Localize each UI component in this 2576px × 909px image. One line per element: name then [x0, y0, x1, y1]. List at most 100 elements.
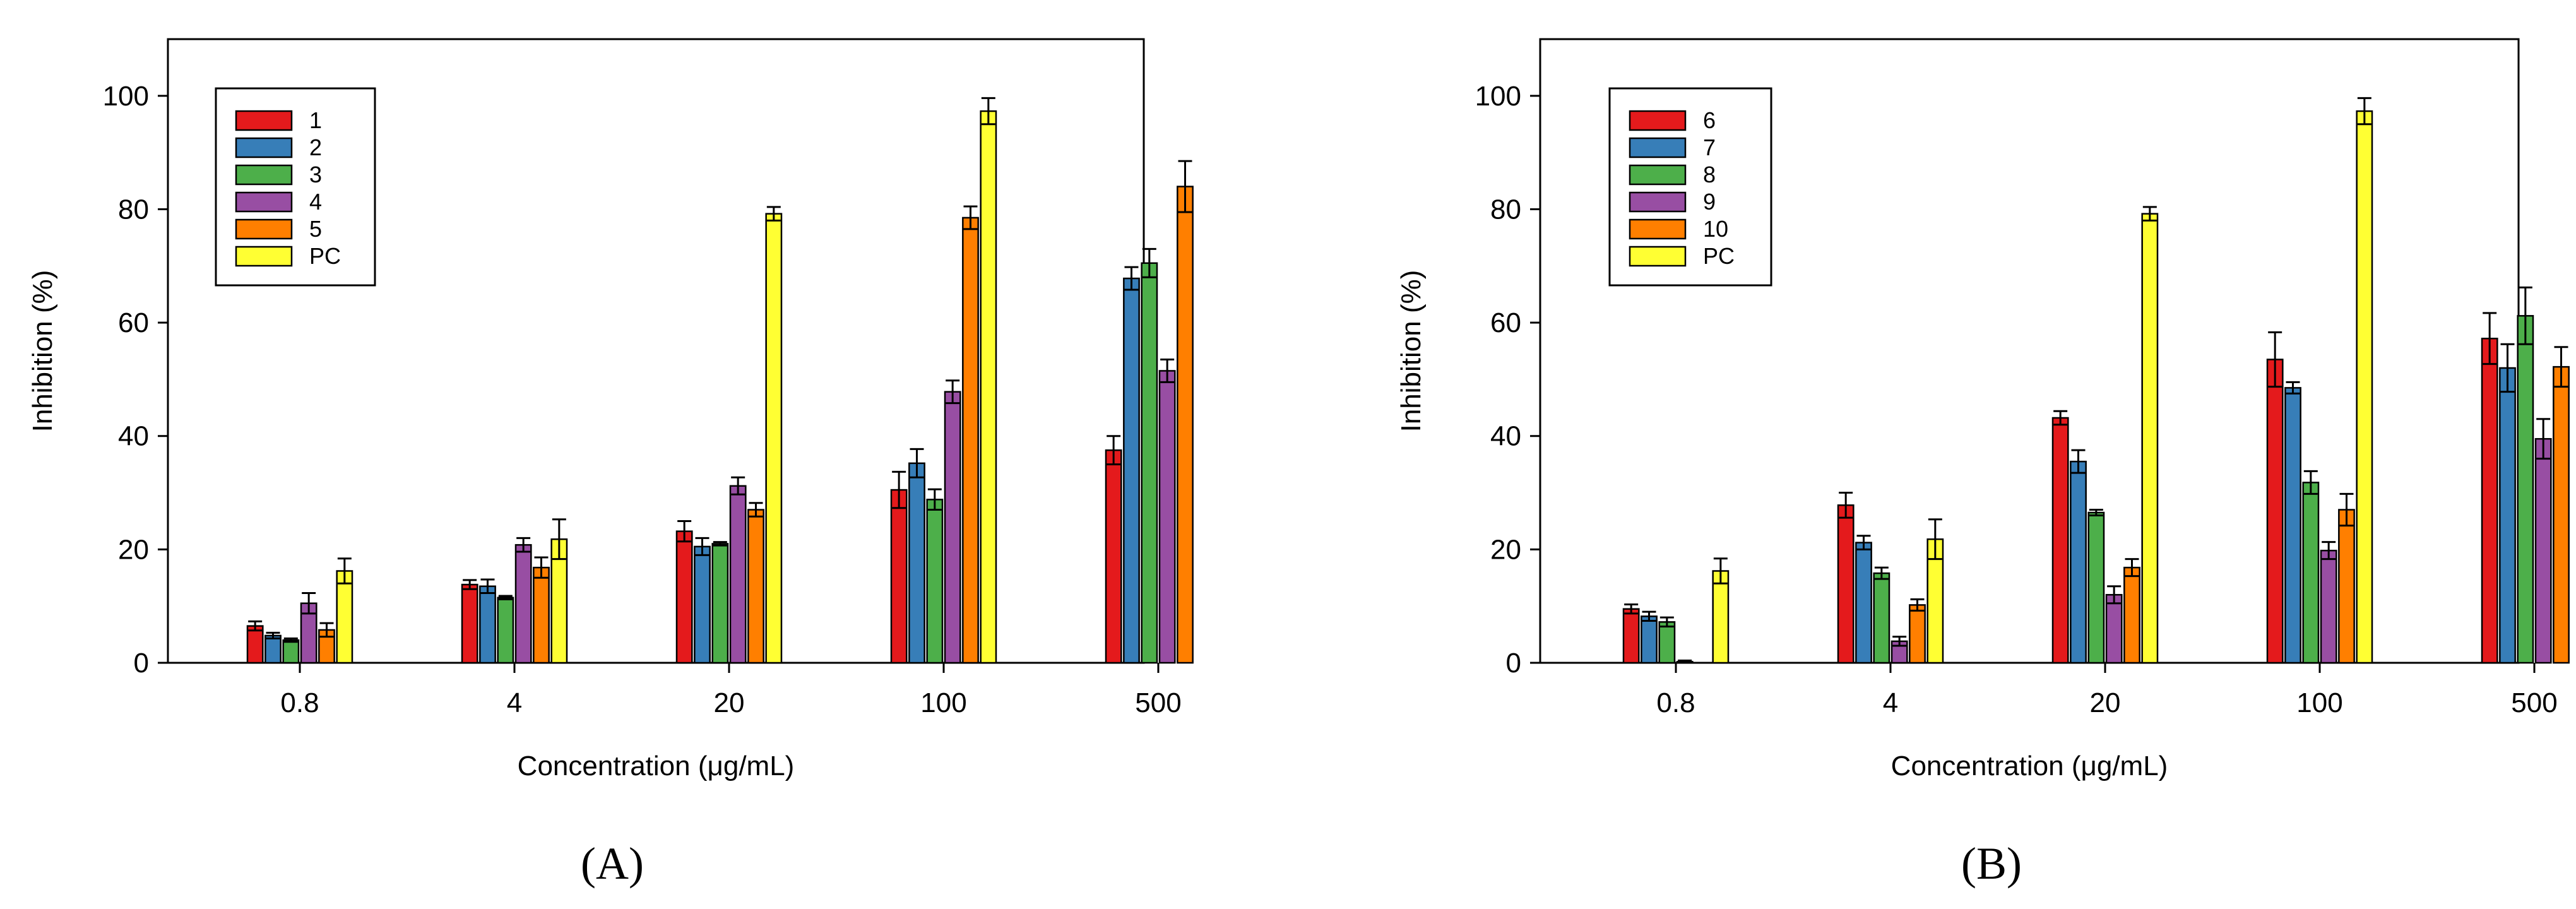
x-tick-label: 20 — [2090, 687, 2121, 718]
bar-series-2-500 — [1123, 277, 1140, 664]
y-tick-label: 80 — [118, 194, 149, 225]
legend-label: 4 — [309, 189, 322, 215]
bar-series-8-20 — [2087, 511, 2105, 664]
x-tick-label: 4 — [1883, 687, 1898, 718]
bar-series-6-500 — [2481, 337, 2498, 664]
x-axis-label: Concentration (μg/mL) — [518, 751, 795, 781]
bar-series-7-0.8 — [1641, 615, 1658, 664]
bar-series-5-4 — [533, 566, 550, 664]
bar-series-8-100 — [2302, 482, 2320, 664]
bar-series-1-4 — [461, 583, 478, 664]
bar-series-7-100 — [2284, 387, 2301, 664]
panel-label: (A) — [581, 838, 644, 889]
bar-series-2-20 — [694, 545, 711, 664]
bar-series-9-20 — [2105, 593, 2123, 664]
bar-series-6-0.8 — [1622, 608, 1640, 664]
legend-label: 6 — [1703, 107, 1716, 133]
bar-series-pc-100 — [2356, 110, 2373, 664]
legend-swatch-pc — [1629, 246, 1687, 267]
bar-series-1-500 — [1105, 449, 1122, 664]
bar-series-6-4 — [1837, 504, 1855, 664]
x-tick-label: 100 — [920, 687, 966, 718]
legend-label: 1 — [309, 107, 322, 133]
legend-swatch-8 — [1629, 164, 1687, 186]
bar-series-pc-0.8 — [336, 570, 353, 664]
legend-swatch-6 — [1629, 110, 1687, 131]
bar-series-3-4 — [497, 597, 514, 664]
bar-series-3-0.8 — [282, 639, 300, 664]
y-tick-label: 100 — [103, 81, 149, 112]
legend-label: PC — [1703, 243, 1735, 269]
y-axis-label: Inhibition (%) — [1396, 270, 1427, 432]
legend-label: 10 — [1703, 216, 1728, 242]
legend-swatch-2 — [235, 137, 293, 158]
panel-label: (B) — [1961, 838, 2022, 889]
legend-label: 7 — [1703, 134, 1716, 160]
legend-label: 5 — [309, 216, 322, 242]
legend-swatch-3 — [235, 164, 293, 186]
x-axis-label: Concentration (μg/mL) — [1891, 751, 2168, 781]
y-tick-label: 40 — [1490, 421, 1521, 452]
x-tick-label: 0.8 — [1656, 687, 1695, 718]
bar-series-2-0.8 — [264, 634, 282, 664]
bar-series-7-500 — [2499, 367, 2516, 664]
legend-label: PC — [309, 243, 341, 269]
legend-swatch-1 — [235, 110, 293, 131]
legend-label: 9 — [1703, 189, 1716, 215]
x-tick-label: 20 — [714, 687, 745, 718]
bar-series-pc-0.8 — [1712, 570, 1730, 664]
bar-series-9-500 — [2534, 437, 2552, 664]
bar-series-5-20 — [747, 509, 764, 664]
bar-series-7-20 — [2070, 460, 2087, 664]
bar-series-10-4 — [1909, 604, 1926, 664]
y-tick-label: 80 — [1490, 194, 1521, 225]
bar-series-1-0.8 — [246, 625, 264, 664]
legend-label: 2 — [309, 134, 322, 160]
legend-swatch-5 — [235, 218, 293, 240]
x-tick-label: 500 — [2511, 687, 2557, 718]
y-tick-label: 0 — [1506, 648, 1521, 679]
bar-series-1-100 — [890, 489, 908, 664]
y-tick-label: 20 — [118, 534, 149, 565]
bar-series-7-4 — [1855, 542, 1872, 664]
bar-series-6-20 — [2051, 417, 2069, 664]
y-tick-label: 40 — [118, 421, 149, 452]
x-tick-label: 500 — [1135, 687, 1181, 718]
y-tick-label: 100 — [1475, 81, 1521, 112]
bar-series-4-500 — [1158, 370, 1176, 664]
legend-swatch-pc — [235, 246, 293, 267]
bar-series-6-100 — [2266, 359, 2284, 664]
y-tick-label: 20 — [1490, 534, 1521, 565]
bar-series-3-500 — [1141, 262, 1158, 664]
x-tick-label: 4 — [507, 687, 522, 718]
legend-label: 8 — [1703, 162, 1716, 187]
bar-series-9-100 — [2320, 549, 2337, 664]
y-tick-label: 0 — [134, 648, 149, 679]
bar-series-4-100 — [944, 391, 961, 664]
x-tick-label: 100 — [2296, 687, 2342, 718]
bar-series-8-500 — [2517, 315, 2534, 664]
bar-series-3-20 — [711, 543, 729, 664]
chart-panel-a: 0 20 40 60 80 100 Inhibition (%) 0.8 4 20 100 500 Co… — [27, 38, 1194, 889]
bar-series-1-20 — [675, 530, 693, 664]
bar-series-10-100 — [2338, 509, 2355, 664]
x-tick-label: 0.8 — [280, 687, 319, 718]
legend-swatch-7 — [1629, 137, 1687, 158]
y-tick-label: 60 — [118, 307, 149, 338]
y-tick-label: 60 — [1490, 307, 1521, 338]
bar-series-4-4 — [514, 544, 532, 664]
bar-series-8-0.8 — [1658, 621, 1676, 664]
legend-swatch-4 — [235, 191, 293, 213]
bar-series-10-500 — [2553, 365, 2570, 664]
bar-series-3-100 — [926, 499, 944, 664]
bar-series-pc-20 — [765, 213, 783, 664]
bar-series-10-20 — [2123, 566, 2140, 664]
legend-swatch-9 — [1629, 191, 1687, 213]
legend-swatch-10 — [1629, 218, 1687, 240]
bar-series-pc-20 — [2141, 213, 2159, 664]
bar-series-pc-100 — [980, 110, 997, 664]
legend-label: 3 — [309, 162, 322, 187]
